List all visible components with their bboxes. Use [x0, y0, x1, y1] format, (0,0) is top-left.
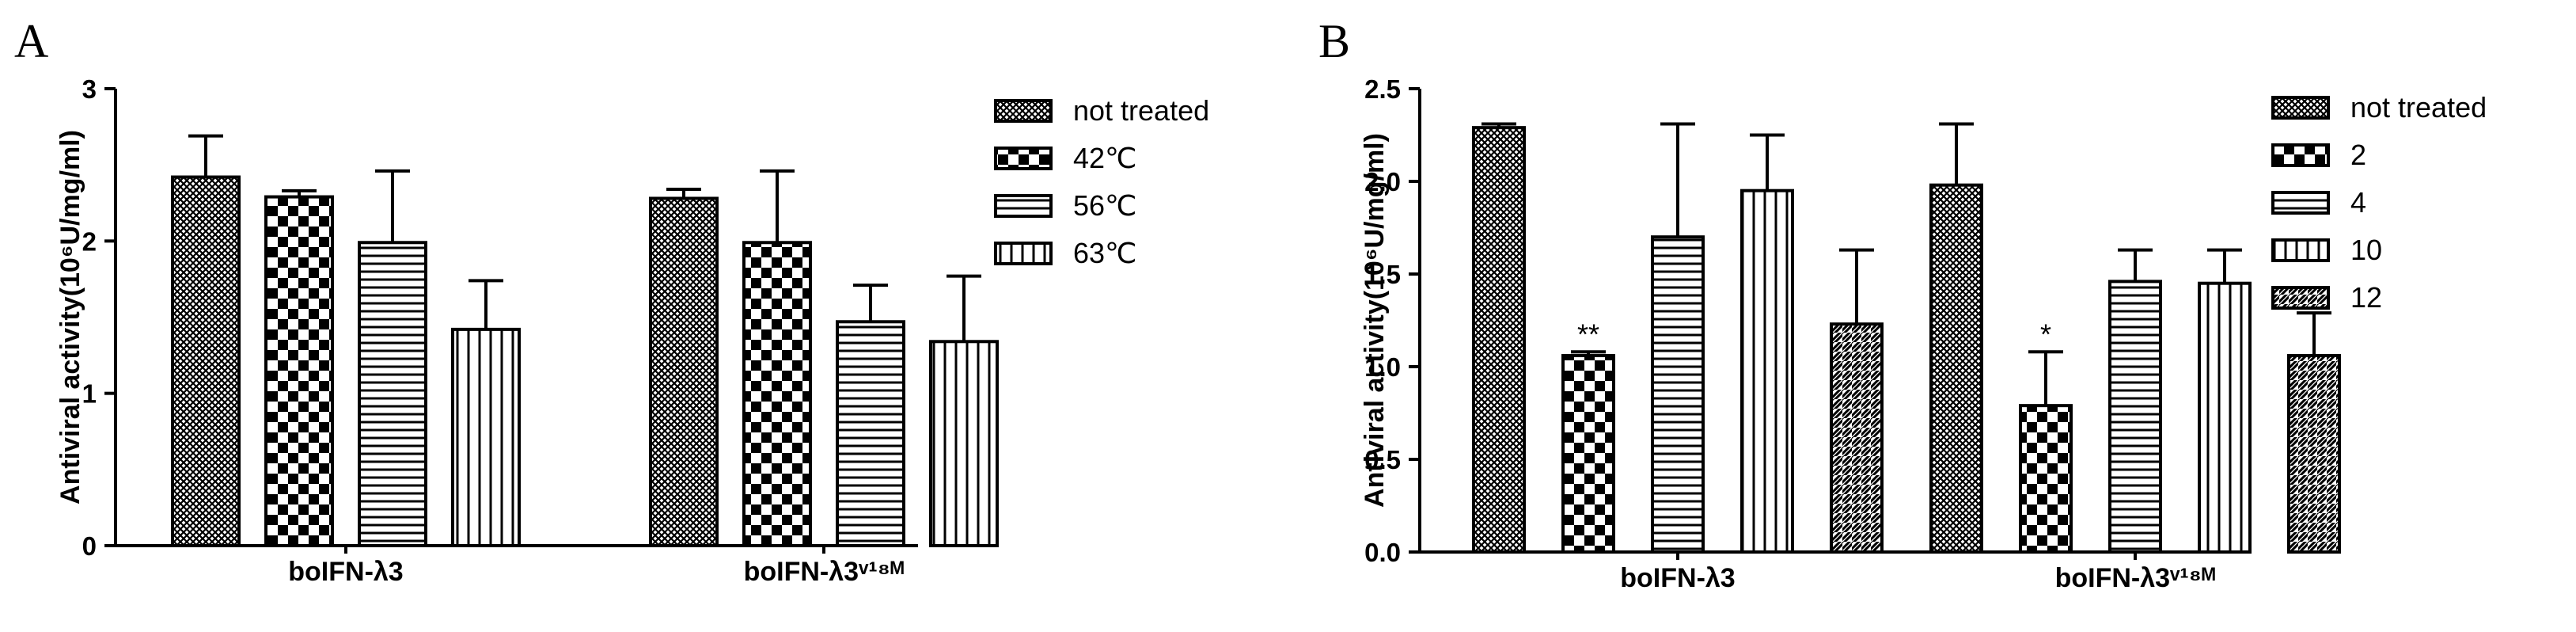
legend: not treated 42℃ 56℃ 63℃: [994, 94, 1209, 269]
y-tick-label: 2.5: [1364, 74, 1401, 104]
category-label: boIFN-λ3ᵛ¹⁸ᴹ: [2055, 563, 2216, 593]
panel-letter: B: [1318, 15, 1350, 67]
panel-a: A 0 1 2 3 Antiviral activity(10⁶U/mg/ml) boIFN…: [14, 15, 1209, 587]
bar: [1651, 235, 1705, 554]
y-tick-label: 0.5: [1364, 445, 1401, 474]
bar: [171, 175, 241, 547]
panel-letter: A: [14, 15, 48, 67]
legend-label: 56℃: [1073, 189, 1136, 222]
bar: [1740, 188, 1794, 554]
y-tick-label: 1.0: [1364, 352, 1401, 382]
legend-label: 42℃: [1073, 142, 1136, 174]
significance-marker: **: [1577, 318, 1599, 350]
bar: [929, 340, 999, 547]
bar: [649, 196, 719, 547]
category-label: boIFN-λ3: [288, 557, 403, 587]
panel-b: B 0.0 0.5 1.0 1.5 2.0 2.5 Antiviral activity(10…: [1318, 15, 2487, 593]
legend-label: 4: [2350, 186, 2366, 219]
legend-label: 12: [2350, 281, 2382, 314]
bar: [1561, 353, 1615, 554]
y-tick-label: 1: [82, 379, 97, 409]
y-tick-label: 1.5: [1364, 260, 1401, 289]
legend-swatch: [2271, 96, 2330, 120]
legend-swatch: [994, 194, 1053, 218]
bar: [836, 320, 905, 547]
y-axis-label: Antiviral activity(10⁶U/mg/ml): [1360, 133, 1390, 508]
legend-label: not treated: [1073, 94, 1209, 127]
bar: [451, 327, 521, 547]
legend-label: not treated: [2350, 91, 2487, 124]
legend-swatch: [2271, 238, 2330, 262]
bar: [1929, 183, 1983, 554]
y-tick-label: 0: [82, 531, 97, 561]
legend-label: 2: [2350, 139, 2366, 171]
bar: [2108, 280, 2162, 554]
legend-swatch: [994, 242, 1053, 265]
legend-swatch: [2271, 143, 2330, 167]
y-tick-label: 0.0: [1364, 538, 1401, 567]
y-tick-label: 2: [82, 227, 97, 256]
bar: [1830, 322, 1884, 554]
category-label: boIFN-λ3: [1620, 563, 1735, 593]
legend-swatch: [994, 99, 1053, 123]
bar: [2198, 281, 2252, 554]
bar: [264, 195, 334, 547]
bar: [1472, 126, 1526, 554]
legend-label: 10: [2350, 234, 2382, 266]
bar: [742, 241, 812, 547]
y-tick-label: 3: [82, 74, 97, 104]
legend: not treated 2 4 10 12: [2271, 91, 2487, 314]
y-axis-label: Antiviral activity(10⁶U/mg/ml): [55, 130, 85, 504]
bar: [2287, 353, 2341, 554]
significance-marker: *: [2040, 318, 2051, 350]
legend-swatch: [2271, 191, 2330, 215]
legend-swatch: [2271, 286, 2330, 310]
y-tick-label: 2.0: [1364, 167, 1401, 196]
category-label: boIFN-λ3ᵛ¹⁸ᴹ: [744, 557, 905, 587]
bar: [358, 241, 427, 547]
legend-label: 63℃: [1073, 237, 1136, 269]
bar: [2019, 404, 2073, 554]
legend-swatch: [994, 147, 1053, 170]
